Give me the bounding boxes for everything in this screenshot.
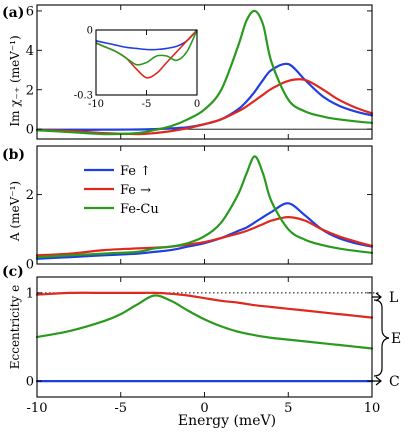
x-tick-label: -10 bbox=[27, 401, 48, 416]
x-tick-label: -10 bbox=[88, 99, 104, 110]
legend-label-fe-cu: Fe-Cu bbox=[120, 202, 159, 217]
x-axis-label: Energy (meV) bbox=[178, 413, 276, 429]
panel-b-ylabel: A (meV⁻¹) bbox=[8, 181, 22, 242]
x-tick-label: 0 bbox=[200, 401, 208, 416]
panel-a: 0 2 4 6 bbox=[26, 4, 374, 140]
series-line-fe-right bbox=[35, 291, 374, 319]
y-tick-label: 0 bbox=[87, 26, 93, 37]
series-line-fe-cu bbox=[35, 294, 374, 350]
series-line-fe-cu bbox=[35, 9, 374, 136]
series-line-fe-cu bbox=[35, 155, 374, 259]
x-tick-label: 5 bbox=[284, 401, 292, 416]
legend: Fe ↑ Fe → Fe-Cu bbox=[84, 164, 159, 217]
x-tick-label: 10 bbox=[364, 401, 381, 416]
arrow-to-C bbox=[372, 376, 382, 386]
arrow-to-L bbox=[372, 292, 382, 302]
y-tick-label: 4 bbox=[26, 44, 34, 59]
series-line-fe-up bbox=[35, 202, 374, 260]
y-tick-label: 6 bbox=[26, 4, 34, 19]
annotation-C: C bbox=[389, 374, 400, 390]
x-tick-label: 0 bbox=[194, 99, 200, 110]
panel-a-inset: 0 -0.3-10 -5 0 bbox=[74, 26, 200, 111]
y-tick-label: 0 bbox=[26, 375, 34, 390]
panel-c: 0 1 -10 -5 0 5 10 bbox=[26, 276, 381, 416]
legend-label-fe-right: Fe → bbox=[120, 183, 151, 198]
plot-frame bbox=[36, 276, 373, 398]
series-line-fe-right bbox=[35, 78, 374, 136]
x-tick-label: -5 bbox=[142, 99, 152, 110]
plot-frame bbox=[36, 145, 373, 265]
x-tick-label: -5 bbox=[114, 401, 127, 416]
panel-c-ylabel: Eccentricity e bbox=[8, 285, 22, 370]
panel-label-c: (c) bbox=[2, 264, 24, 280]
panel-label-b: (b) bbox=[2, 147, 25, 163]
series-line-fe-up bbox=[95, 29, 198, 51]
y-tick-label: 0 bbox=[26, 258, 34, 273]
series-line-fe-up bbox=[35, 62, 374, 132]
eccentricity-annotations: L E C bbox=[372, 290, 401, 390]
y-tick-label: 2 bbox=[26, 83, 34, 98]
panel-a-ylabel: Im χ₋₊ (meV⁻¹) bbox=[8, 35, 22, 126]
panel-label-a: (a) bbox=[2, 5, 24, 21]
y-tick-label: -0.3 bbox=[74, 91, 93, 102]
annotation-E: E bbox=[391, 331, 401, 347]
y-tick-label: 2 bbox=[26, 188, 34, 203]
series-line-fe-right bbox=[35, 216, 374, 257]
legend-label-fe-up: Fe ↑ bbox=[120, 164, 151, 179]
panel-b: 02 bbox=[26, 145, 374, 273]
brace-E bbox=[373, 299, 390, 377]
y-tick-label: 1 bbox=[26, 286, 34, 301]
y-tick-label: 0 bbox=[26, 123, 34, 138]
annotation-L: L bbox=[389, 290, 398, 306]
series-line-fe-cu bbox=[95, 29, 198, 66]
